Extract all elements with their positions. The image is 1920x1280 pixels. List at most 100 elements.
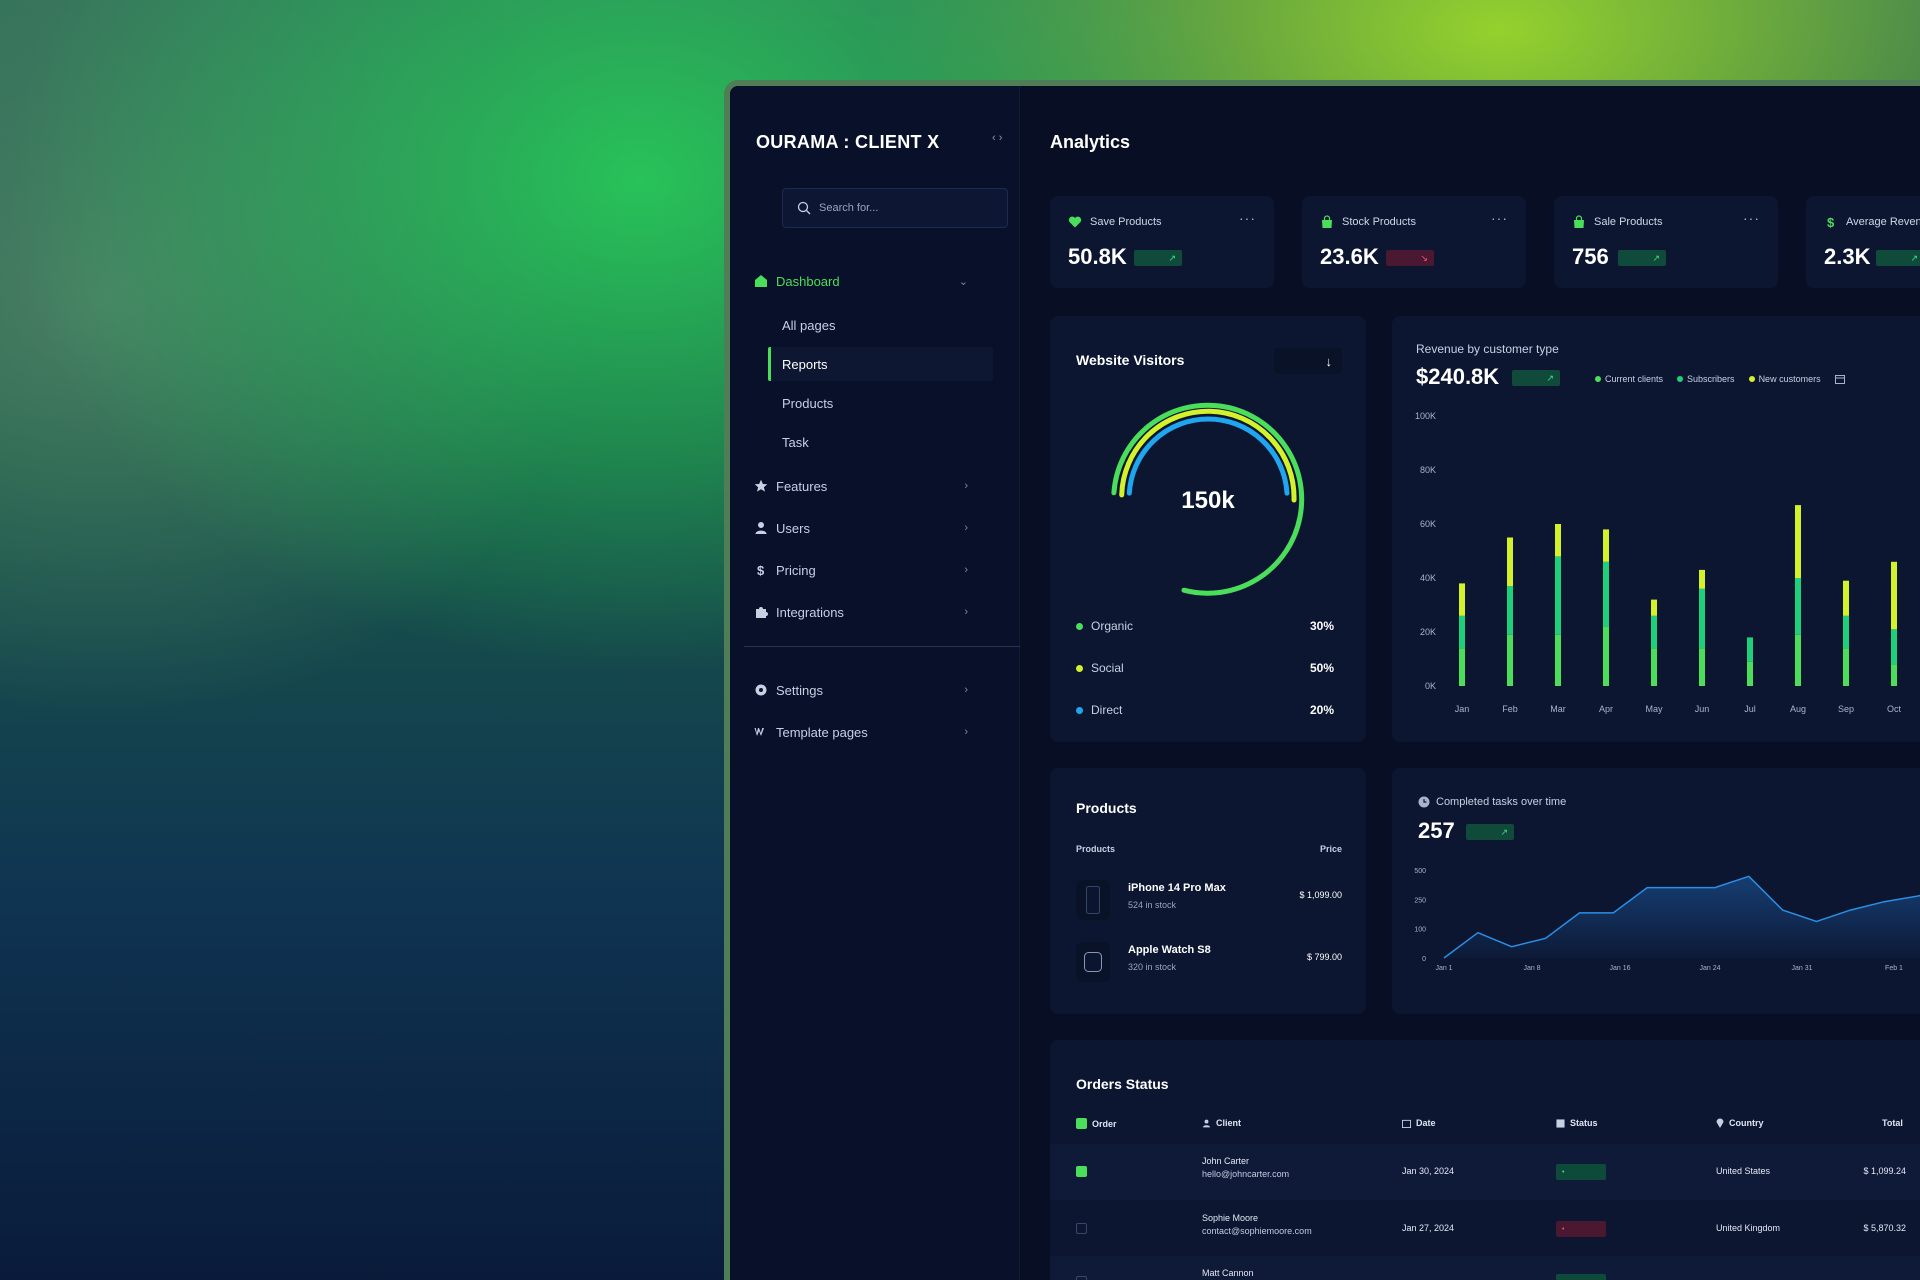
card-title: Completed tasks over time <box>1436 796 1567 808</box>
legend-label: Social <box>1091 661 1124 675</box>
sidebar-subitem-products[interactable]: Products <box>782 395 834 411</box>
sidebar-item-users[interactable]: Users › <box>754 515 984 541</box>
sidebar-item-label: Users <box>776 520 810 536</box>
legend-organic: Organic 30% <box>1076 616 1334 636</box>
bar-segment <box>1603 626 1609 686</box>
legend-label: Organic <box>1091 619 1134 633</box>
table-row[interactable]: Matt Cannon <box>1050 1256 1920 1280</box>
bar-segment <box>1603 561 1609 627</box>
product-price: $ 799.00 <box>1306 952 1342 962</box>
y-tick-label: 100 <box>1414 927 1426 934</box>
y-tick-label: 60K <box>1420 519 1436 529</box>
status-badge <box>1556 1274 1606 1280</box>
puzzle-icon <box>756 607 768 618</box>
collapse-toggle-icon[interactable]: ‹ › <box>992 132 1003 144</box>
bar-segment <box>1699 648 1705 686</box>
sidebar-subitem-task[interactable]: Task <box>782 434 809 450</box>
revenue-card: Revenue by customer type $240.8K ↗ Curre… <box>1392 316 1920 742</box>
bar-segment <box>1747 637 1753 662</box>
bar-segment <box>1459 615 1465 649</box>
y-tick-label: 100K <box>1415 411 1436 421</box>
card-title: Revenue by customer type <box>1416 342 1559 356</box>
page-title: Analytics <box>1050 132 1131 152</box>
bar-segment <box>1843 648 1849 686</box>
sidebar-item-label: Features <box>776 478 828 494</box>
stat-value: 2.3K <box>1824 244 1871 269</box>
bar-segment <box>1795 634 1801 686</box>
table-row[interactable]: John Carter hello@johncarter.com Jan 30, … <box>1050 1144 1920 1200</box>
bag-icon <box>1574 215 1584 228</box>
trend-badge: ↗ <box>1876 250 1920 266</box>
stat-card-stock-products: Stock Products ··· 23.6K ↘ <box>1302 196 1526 288</box>
visitors-total: 150k <box>1181 487 1235 514</box>
more-options-icon[interactable]: ··· <box>1239 210 1256 226</box>
chevron-down-icon: ⌄ <box>958 275 968 288</box>
more-options-icon[interactable]: ··· <box>1743 210 1760 226</box>
client-cell: Sophie Moore contact@sophiemoore.com <box>1202 1213 1312 1236</box>
direct-arc <box>1126 416 1290 496</box>
organic-arc <box>1111 402 1305 596</box>
card-title: Orders Status <box>1076 1076 1169 1092</box>
x-tick-label: Oct <box>1887 704 1902 714</box>
download-button[interactable]: ↓ <box>1274 348 1342 374</box>
sidebar-item-template-pages[interactable]: Template pages › <box>754 719 984 745</box>
watch-icon <box>1076 942 1110 982</box>
legend-subscribers: Subscribers <box>1677 374 1735 384</box>
dollar-icon: $ <box>757 563 765 577</box>
legend-label: Direct <box>1091 703 1123 717</box>
table-row[interactable]: Sophie Moore contact@sophiemoore.com Jan … <box>1050 1200 1920 1256</box>
stat-value: 50.8K <box>1068 244 1127 269</box>
more-options-icon[interactable]: ··· <box>1491 210 1508 226</box>
search-input[interactable] <box>819 202 999 214</box>
phone-icon <box>1076 880 1110 920</box>
chevron-right-icon: › <box>964 606 968 618</box>
select-all-checkbox[interactable] <box>1076 1118 1087 1129</box>
sidebar-item-label: Pricing <box>776 562 816 578</box>
legend-current-clients: Current clients <box>1595 374 1663 384</box>
x-tick-label: Jan 1 <box>1435 965 1452 972</box>
status-badge: • <box>1556 1221 1606 1237</box>
card-title: Website Visitors <box>1076 352 1185 368</box>
sidebar-item-label: Settings <box>776 682 823 698</box>
bar-segment <box>1507 537 1513 587</box>
product-name: iPhone 14 Pro Max <box>1128 882 1226 894</box>
main-content: Analytics Save Products ··· 50.8K ↗ Stoc… <box>1020 86 1920 1280</box>
column-header-products: Products <box>1076 844 1116 854</box>
row-checkbox[interactable] <box>1076 1276 1087 1280</box>
status-badge: • <box>1556 1164 1606 1180</box>
series-line <box>1443 875 1920 959</box>
sidebar-item-dashboard[interactable]: Dashboard ⌄ <box>754 268 984 294</box>
gear-icon <box>755 684 767 696</box>
social-arc <box>1119 408 1297 503</box>
stat-label: Save Products <box>1090 216 1162 228</box>
bar-segment <box>1795 505 1801 578</box>
star-icon <box>754 479 768 492</box>
website-visitors-card: Website Visitors ↓ 150k Organic 30% Soci… <box>1050 316 1366 742</box>
trend-badge: ↗ <box>1134 250 1182 266</box>
sidebar-item-integrations[interactable]: Integrations › <box>754 599 984 625</box>
bar-segment <box>1795 578 1801 635</box>
bar-segment <box>1891 629 1897 665</box>
clock-icon <box>1418 796 1430 808</box>
row-checkbox[interactable] <box>1076 1223 1087 1234</box>
stat-card-sale-products: Sale Products ··· 756 ↗ <box>1554 196 1778 288</box>
sidebar-subitem-reports[interactable]: Reports <box>768 347 993 381</box>
bar-segment <box>1843 580 1849 616</box>
sidebar-subitem-all-pages[interactable]: All pages <box>782 317 836 333</box>
sidebar-item-label: Template pages <box>776 724 868 740</box>
y-tick-label: 20K <box>1420 627 1436 637</box>
brand-title: OURAMA : CLIENT X <box>756 132 940 152</box>
trend-badge: ↗ <box>1618 250 1666 266</box>
stat-value: 23.6K <box>1320 244 1379 269</box>
column-header-price: Price <box>1319 844 1342 854</box>
sidebar-item-settings[interactable]: Settings › <box>754 677 984 703</box>
sidebar-item-features[interactable]: Features › <box>754 473 984 499</box>
sidebar-item-pricing[interactable]: $ Pricing › <box>754 557 984 583</box>
search-box[interactable] <box>782 188 1008 228</box>
product-row[interactable]: Apple Watch S8 320 in stock $ 799.00 <box>1076 938 1342 988</box>
product-row[interactable]: iPhone 14 Pro Max 524 in stock $ 1,099.0… <box>1076 876 1342 926</box>
row-checkbox[interactable] <box>1076 1166 1087 1177</box>
calendar-icon[interactable] <box>1834 374 1845 384</box>
country-cell: United States <box>1716 1166 1771 1176</box>
completed-tasks-card: Completed tasks over time 257 ↗ 0 100 250 5… <box>1392 768 1920 1014</box>
